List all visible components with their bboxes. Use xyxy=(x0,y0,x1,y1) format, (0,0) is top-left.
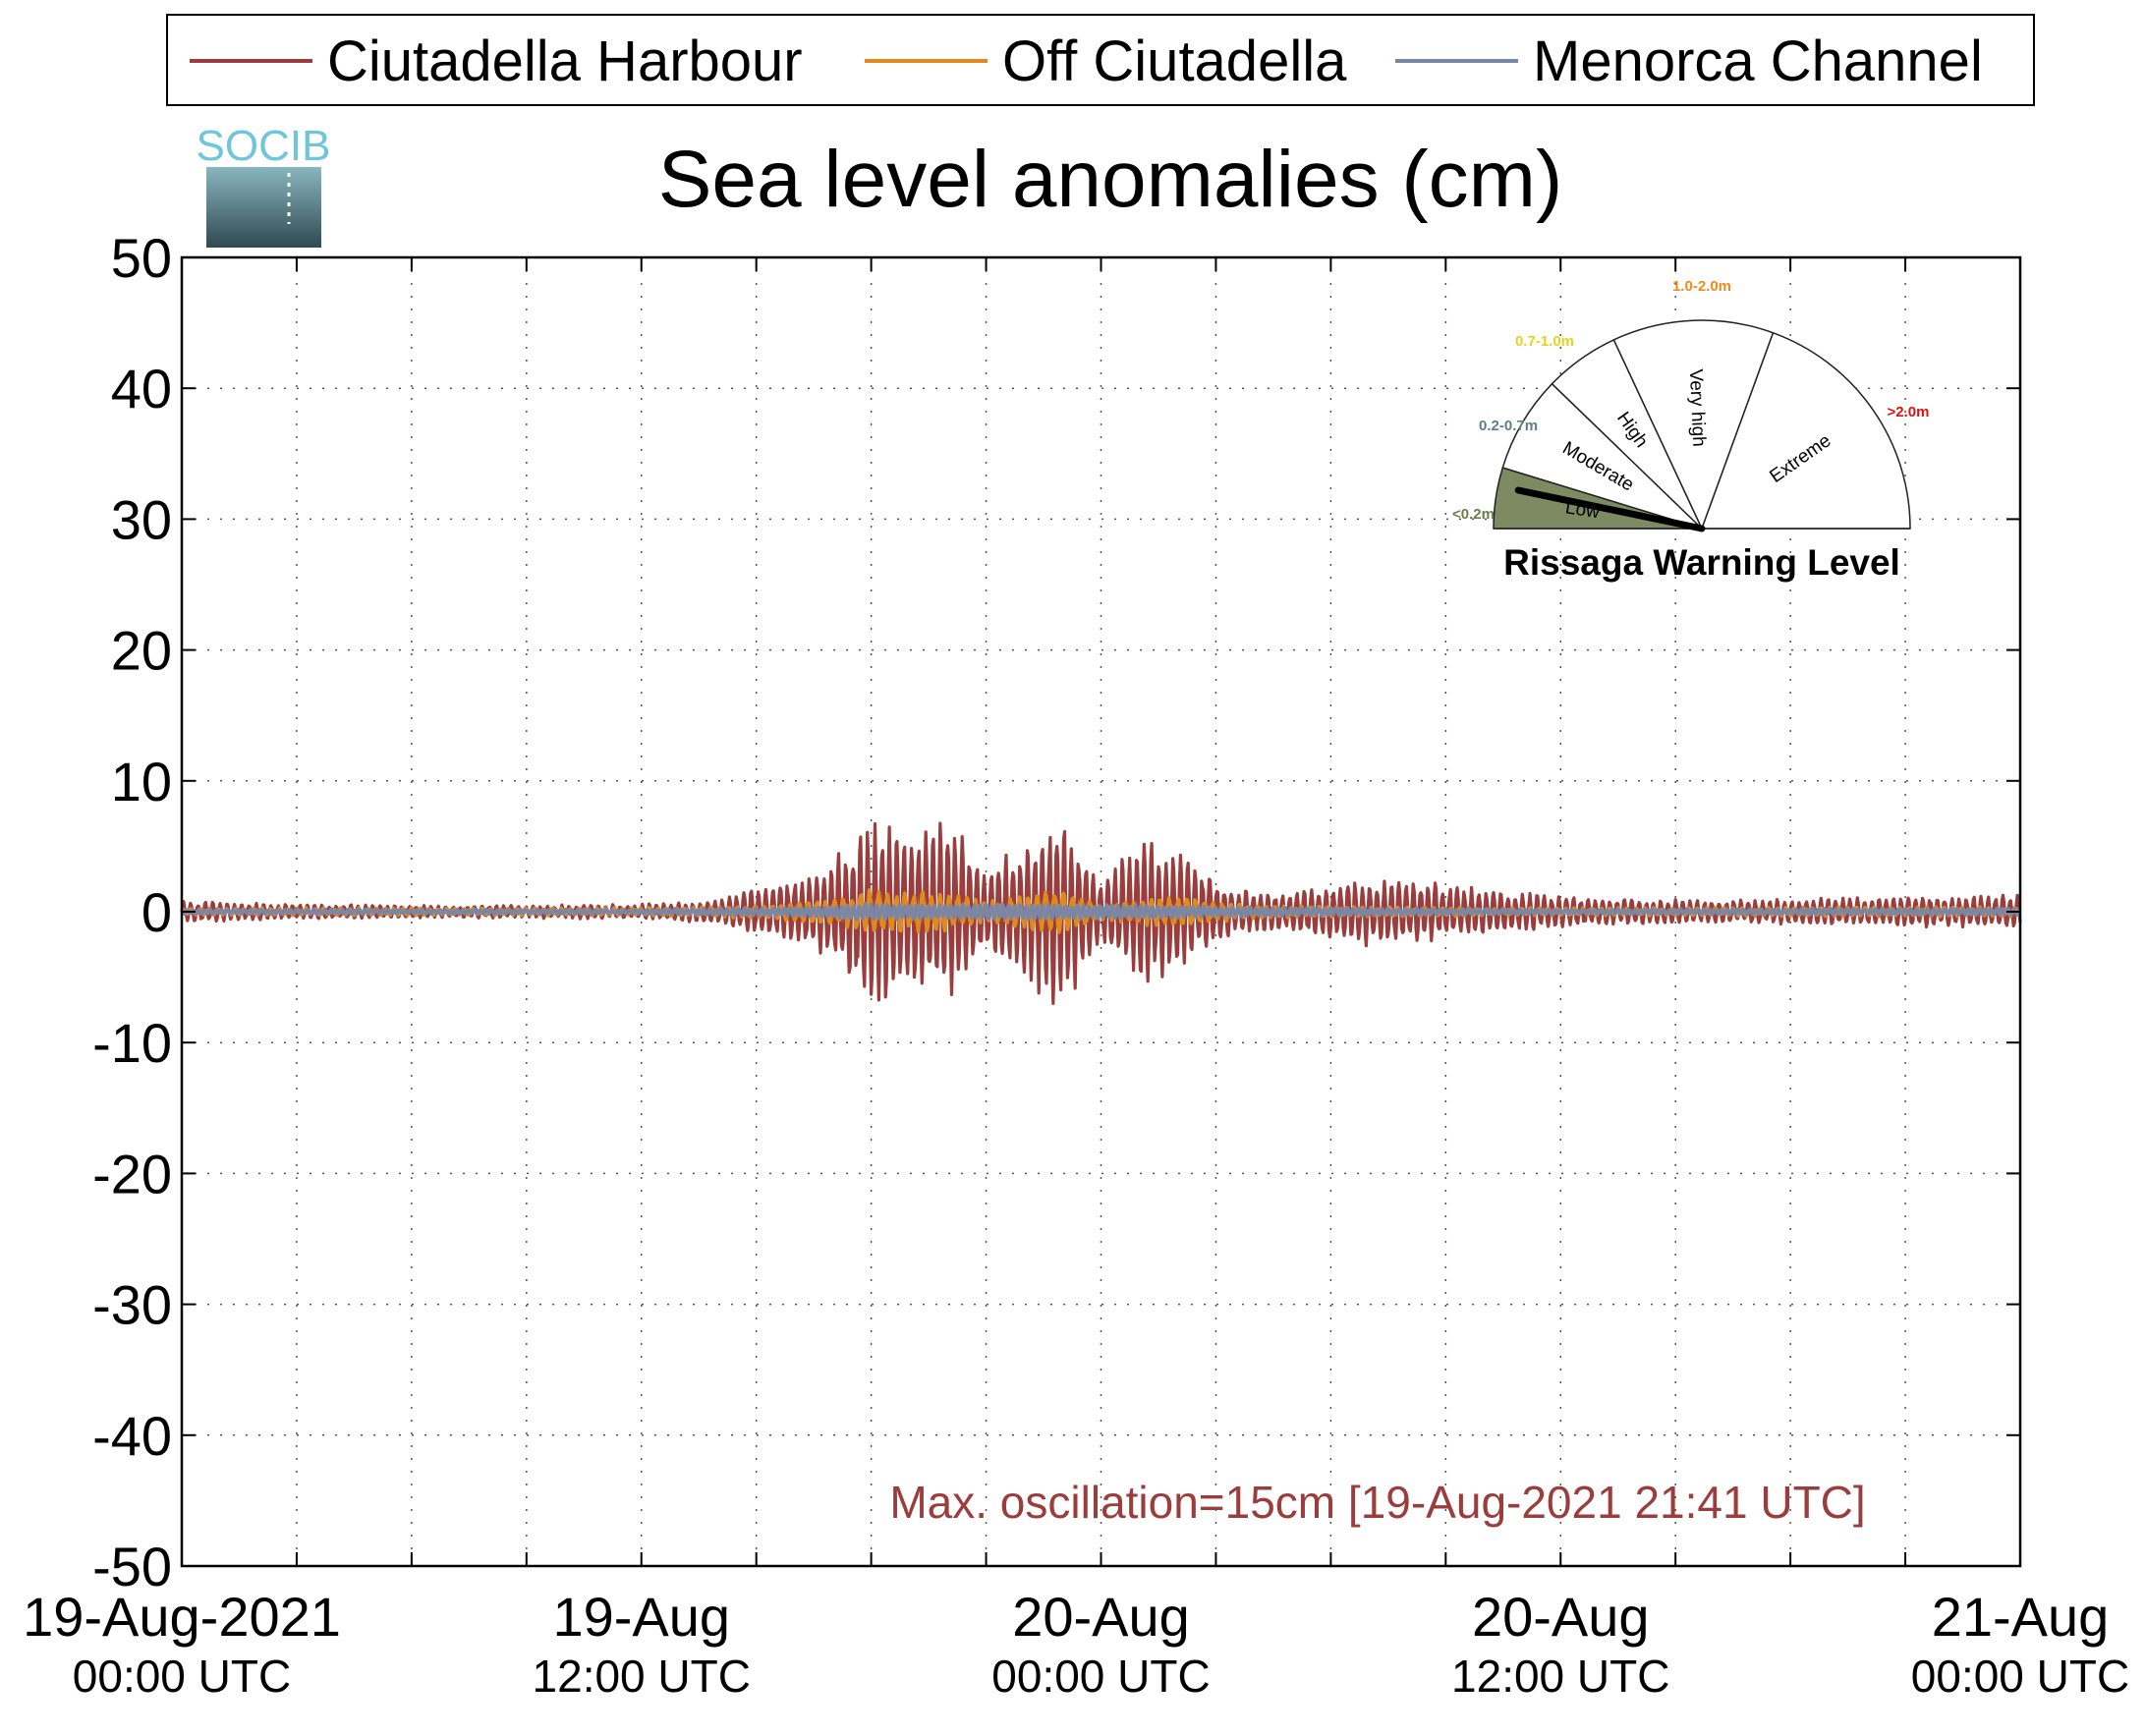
gauge-sector-very-high xyxy=(1612,319,1775,531)
x-tick-label-time: 12:00 UTC xyxy=(533,1651,751,1702)
max-oscillation-annotation: Max. oscillation=15cm [19-Aug-2021 21:41… xyxy=(889,1477,1865,1528)
y-tick-label: 20 xyxy=(111,620,172,682)
socib-logo: SOCIB xyxy=(197,122,331,248)
gauge-needle xyxy=(1514,486,1706,532)
x-tick-label-date: 19-Aug xyxy=(552,1586,730,1648)
x-tick-label-date: 21-Aug xyxy=(1932,1586,2110,1648)
x-tick-label-date: 20-Aug xyxy=(1472,1586,1650,1648)
y-tick-label: -40 xyxy=(92,1405,172,1467)
legend-box xyxy=(166,14,2035,106)
y-tick-label: 30 xyxy=(111,488,172,550)
axes: 50403020100-10-20-30-40-5019-Aug-202100:… xyxy=(23,227,2129,1702)
logo-mark xyxy=(206,167,321,248)
x-tick-label-time: 00:00 UTC xyxy=(1911,1651,2129,1702)
x-tick-label-time: 00:00 UTC xyxy=(73,1651,291,1702)
y-tick-label: -30 xyxy=(92,1274,172,1336)
gauge-range-label: 0.2-0.7m xyxy=(1479,418,1538,434)
x-tick-label-date: 19-Aug-2021 xyxy=(23,1586,341,1648)
y-tick-label: 0 xyxy=(141,881,172,943)
y-tick-label: -20 xyxy=(92,1143,172,1204)
y-tick-label: 40 xyxy=(111,358,172,420)
gauge-sector-label: Very high xyxy=(1685,368,1709,447)
series-group xyxy=(180,821,2022,1005)
x-tick-label-time: 00:00 UTC xyxy=(991,1651,1210,1702)
y-tick-label: -10 xyxy=(92,1012,172,1074)
gauge-range-label: 0.7-1.0m xyxy=(1515,333,1574,350)
y-tick-label: 10 xyxy=(111,751,172,812)
logo-text: SOCIB xyxy=(197,122,331,170)
x-tick-label-time: 12:00 UTC xyxy=(1451,1651,1669,1702)
series-line-menorca-channel xyxy=(180,902,2022,922)
gauge-range-label: >2.0m xyxy=(1888,404,1930,420)
y-tick-label: 50 xyxy=(111,227,172,289)
chart-title: Sea level anomalies (cm) xyxy=(658,135,1563,224)
gauge-sector-extreme xyxy=(1700,331,1911,530)
gauge-range-label: 1.0-2.0m xyxy=(1672,278,1731,295)
x-tick-label-date: 20-Aug xyxy=(1012,1586,1190,1648)
legend: Ciutadella Harbour Off Ciutadella Menorc… xyxy=(166,14,2035,106)
legend-label-off-ciutadella: Off Ciutadella xyxy=(1002,29,1347,93)
gauge-title: Rissaga Warning Level xyxy=(1503,542,1900,583)
gauge-sector-moderate xyxy=(1501,382,1703,530)
legend-label-ciutadella-harbour: Ciutadella Harbour xyxy=(327,29,803,93)
y-tick-label: -50 xyxy=(92,1536,172,1597)
gauge-range-label: <0.2m xyxy=(1452,506,1495,523)
legend-label-menorca-channel: Menorca Channel xyxy=(1533,29,1983,93)
